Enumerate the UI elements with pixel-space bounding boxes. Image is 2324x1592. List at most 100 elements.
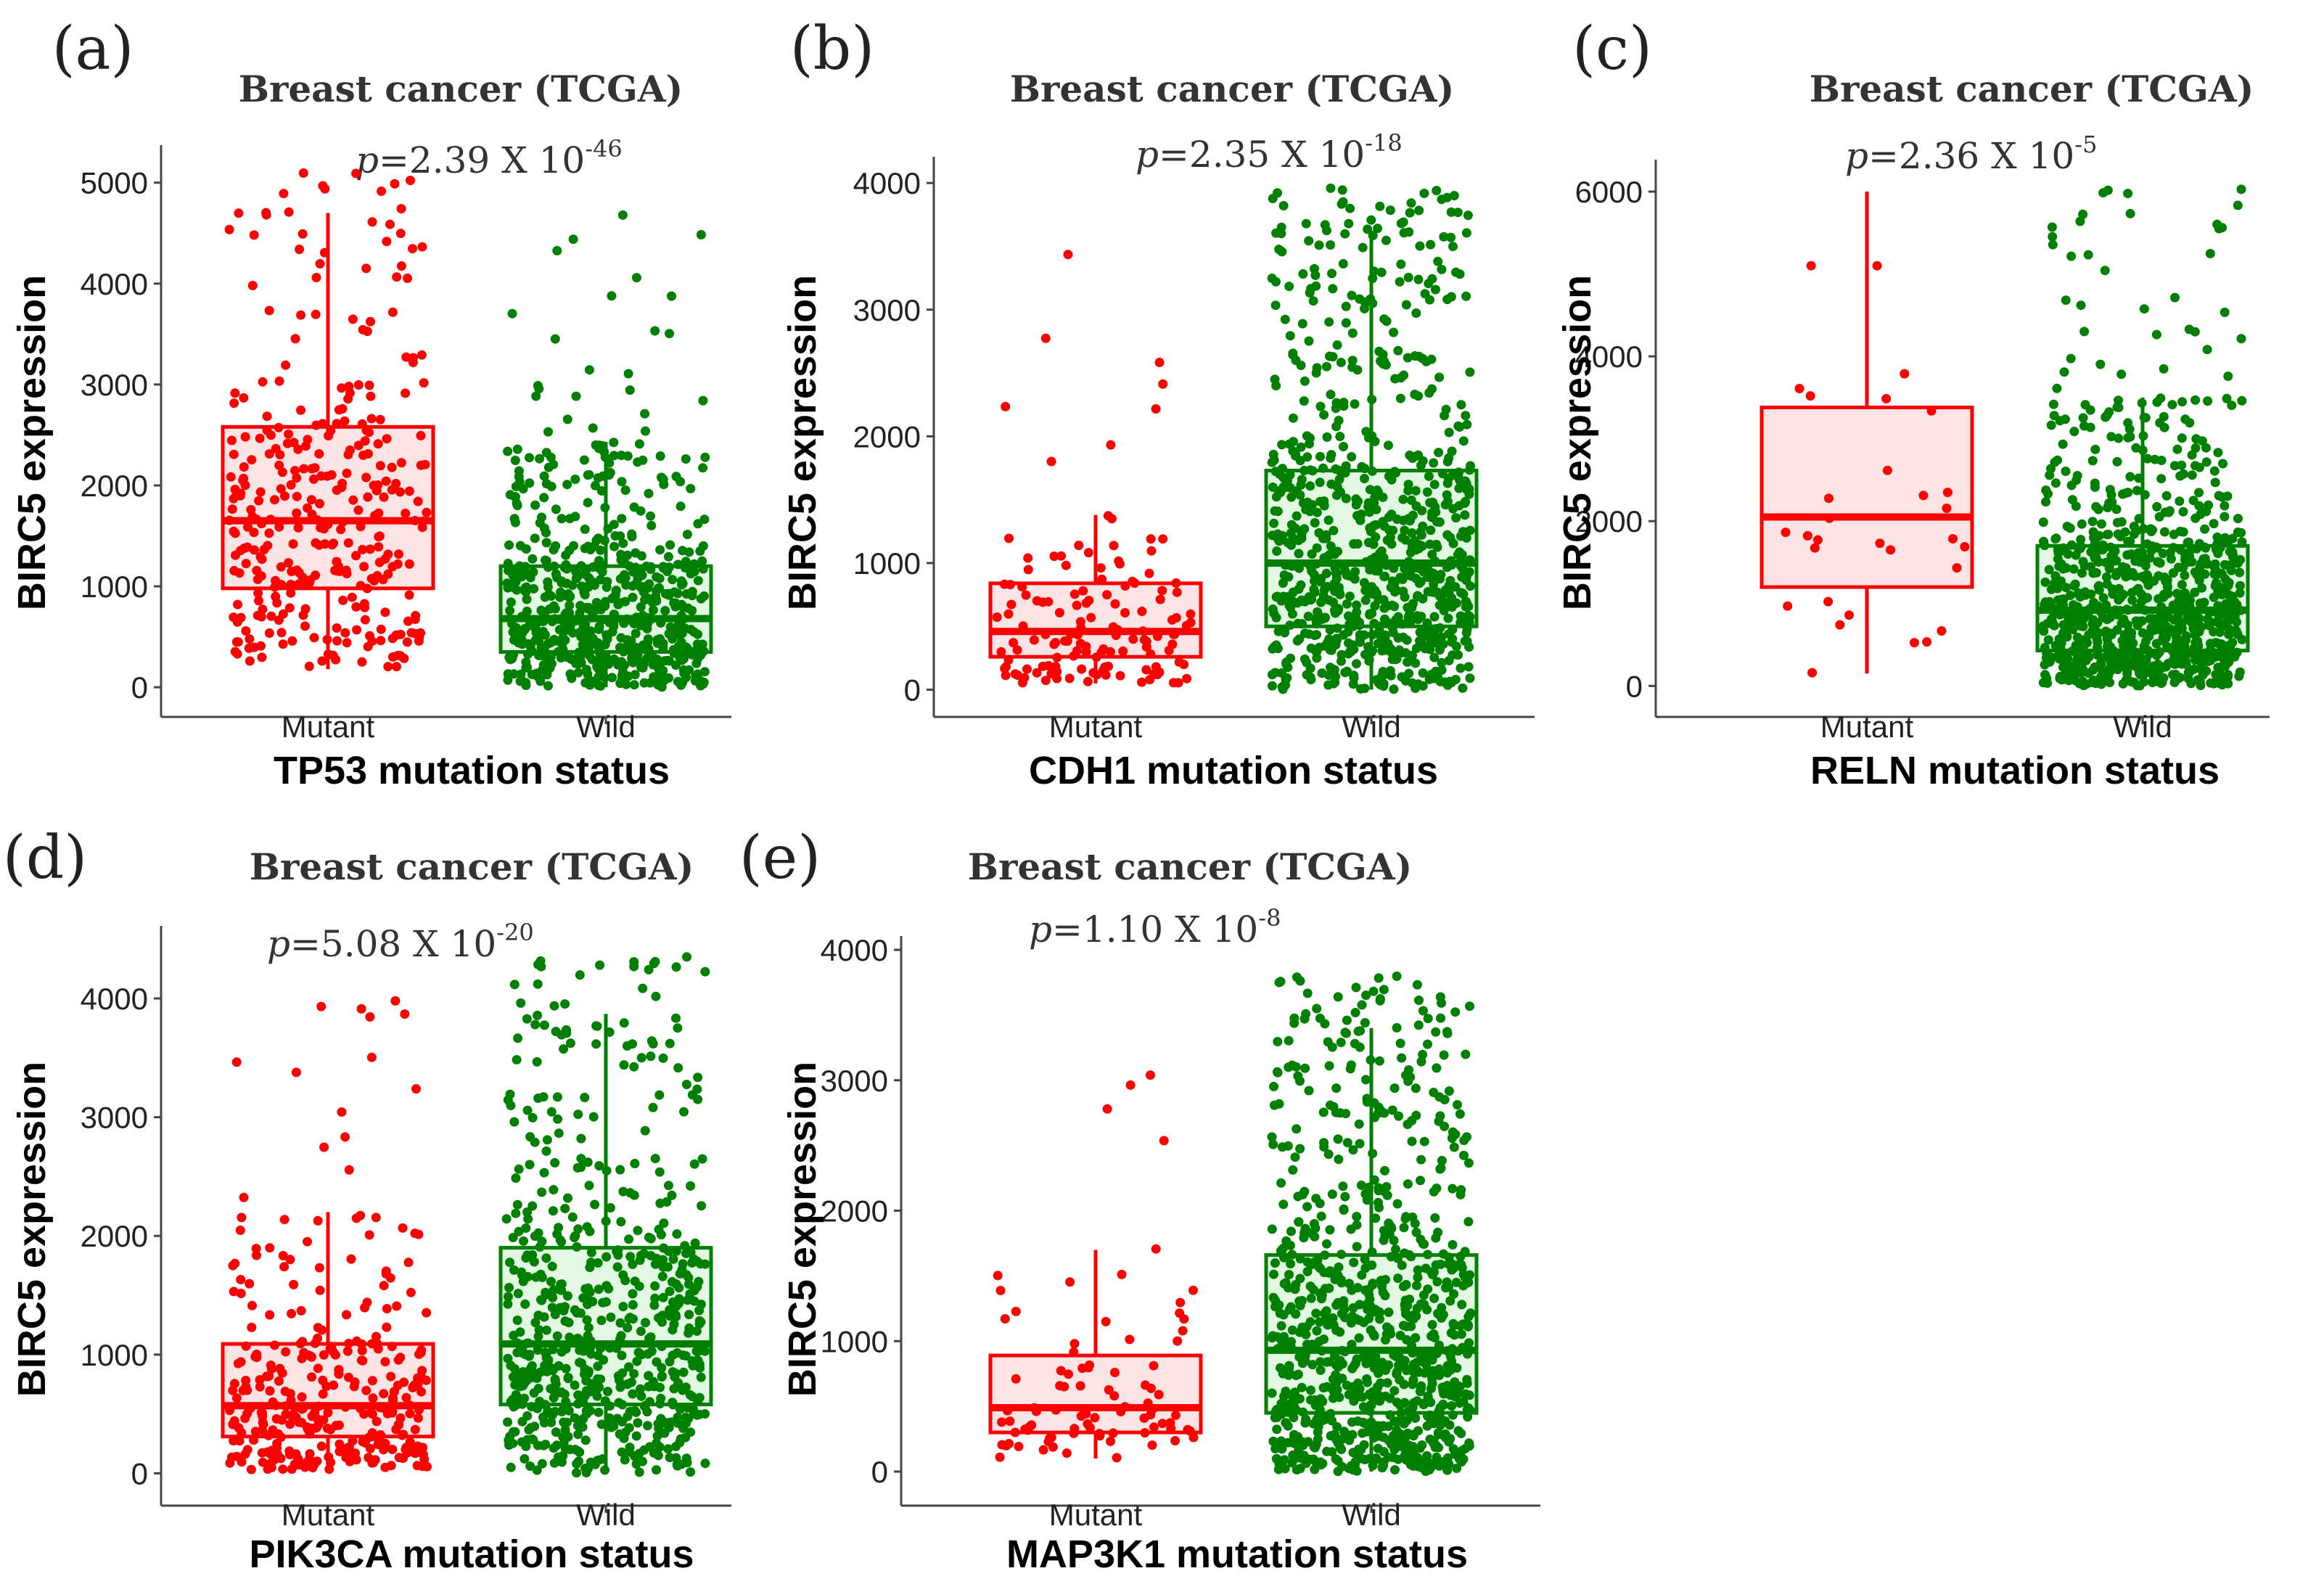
data-point (344, 1372, 353, 1382)
data-point (562, 480, 572, 490)
data-point (1824, 493, 1834, 504)
data-point (323, 1408, 333, 1418)
data-point (1151, 1244, 1161, 1254)
data-point (332, 636, 342, 646)
data-point (2168, 568, 2178, 578)
data-point (323, 649, 333, 659)
data-point (693, 519, 703, 529)
data-point (387, 1445, 398, 1454)
data-point (1450, 582, 1461, 592)
data-point (600, 503, 610, 512)
data-point (1141, 665, 1151, 675)
data-point (591, 440, 601, 450)
data-point (1284, 1361, 1294, 1371)
data-point (1336, 1038, 1346, 1048)
data-point (1352, 1220, 1362, 1230)
data-point (313, 1363, 323, 1374)
data-point (313, 1333, 323, 1343)
data-point (1284, 1270, 1294, 1280)
data-point (2088, 615, 2098, 625)
data-point (416, 430, 426, 440)
data-point (594, 621, 604, 631)
data-point (2177, 617, 2187, 628)
data-point (2114, 403, 2124, 413)
data-point (583, 1323, 594, 1333)
data-point (2116, 532, 2125, 541)
data-point (551, 1427, 561, 1437)
data-point (1387, 1105, 1397, 1115)
data-point (1406, 1321, 1416, 1332)
data-point (596, 486, 607, 496)
data-point (580, 524, 590, 534)
data-point (1279, 1279, 1289, 1289)
data-point (1043, 660, 1054, 670)
data-point (257, 1448, 267, 1458)
data-point (1403, 570, 1413, 580)
data-point (1369, 266, 1379, 276)
data-point (617, 1447, 627, 1457)
data-point (380, 1357, 390, 1367)
data-point (2108, 589, 2118, 599)
data-point (557, 578, 567, 588)
data-point (654, 573, 665, 583)
data-point (1381, 360, 1391, 370)
data-point (2111, 504, 2122, 514)
data-point (1455, 531, 1466, 541)
data-point (271, 443, 281, 454)
data-point (1399, 1379, 1409, 1390)
data-point (1334, 475, 1344, 485)
data-point (392, 1301, 402, 1311)
data-point (1345, 203, 1355, 213)
data-point (377, 186, 387, 196)
data-point (1368, 986, 1379, 996)
data-point (1324, 1284, 1334, 1293)
data-point (609, 621, 619, 631)
data-point (366, 573, 377, 583)
data-point (1401, 1309, 1411, 1319)
panel-e: (e) Breast cancer (TCGA)p=1.10 X 10-80100… (739, 824, 1540, 1576)
data-point (554, 1387, 564, 1398)
data-point (539, 493, 549, 503)
data-point (1112, 1453, 1122, 1463)
data-point (1295, 490, 1305, 500)
data-point (287, 636, 297, 646)
data-point (316, 1001, 327, 1012)
data-point (511, 1173, 521, 1183)
data-point (1461, 496, 1470, 506)
data-point (2218, 459, 2227, 469)
data-point (1278, 1244, 1288, 1253)
panel-c: (c)Breast cancer (TCGA)p=2.36 X 10-50200… (1556, 15, 2270, 792)
data-point (618, 1186, 628, 1197)
data-point (503, 1299, 513, 1309)
data-point (603, 524, 613, 534)
data-point (1448, 242, 1458, 252)
data-point (2062, 522, 2072, 531)
data-point (2050, 478, 2061, 488)
data-point (539, 1168, 549, 1178)
data-point (1336, 199, 1347, 209)
data-point (363, 448, 373, 459)
data-point (678, 1367, 689, 1377)
data-point (1389, 602, 1400, 612)
data-point (1355, 630, 1365, 640)
data-point (390, 179, 400, 189)
data-point (1429, 458, 1439, 468)
data-point (2119, 614, 2129, 624)
data-point (315, 1285, 325, 1295)
data-point (544, 657, 554, 668)
data-point (1442, 1433, 1452, 1443)
data-point (1368, 1149, 1378, 1159)
x-tick-label: Wild (1342, 710, 1401, 744)
data-point (692, 1084, 702, 1094)
data-point (646, 1051, 656, 1062)
data-point (1417, 1440, 1427, 1450)
data-point (1365, 485, 1375, 495)
data-point (570, 1380, 580, 1390)
data-point (521, 1223, 531, 1233)
data-point (2066, 251, 2077, 261)
data-point (1337, 185, 1347, 195)
data-point (1291, 451, 1301, 461)
data-point (1367, 630, 1377, 640)
x-axis-label: MAP3K1 mutation status (1006, 1532, 1468, 1576)
data-point (2234, 671, 2244, 681)
